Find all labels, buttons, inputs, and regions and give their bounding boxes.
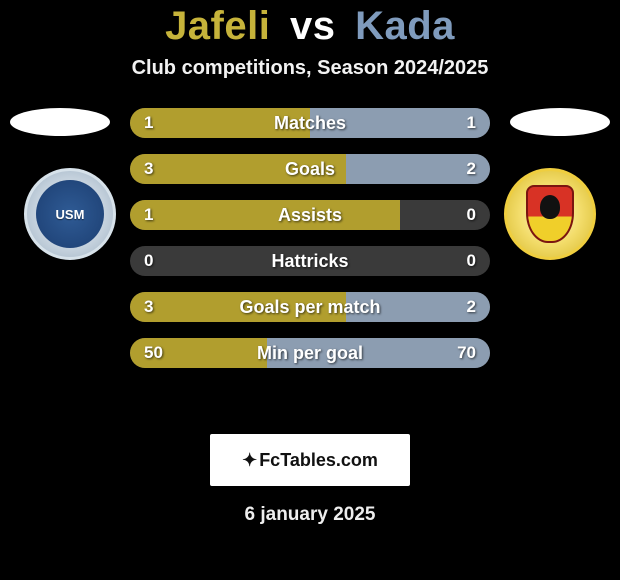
stat-row: 10Assists <box>130 200 490 230</box>
stat-value-right: 0 <box>467 200 476 230</box>
subtitle: Club competitions, Season 2024/2025 <box>0 57 620 80</box>
stat-bars: 11Matches32Goals10Assists00Hattricks32Go… <box>130 108 490 368</box>
title-vs: vs <box>290 4 336 49</box>
stat-bar-right <box>346 292 490 322</box>
flag-right <box>510 108 610 136</box>
stat-bar-left <box>130 338 267 368</box>
footer-date: 6 january 2025 <box>0 504 620 526</box>
title-player2: Kada <box>355 4 455 49</box>
stat-row: 0 0Hattricks <box>130 246 490 276</box>
stat-row: 11Matches <box>130 108 490 138</box>
flag-left <box>10 108 110 136</box>
stat-bar-right <box>267 338 490 368</box>
title-player1: Jafeli <box>165 4 270 49</box>
stat-label: Hattricks <box>130 246 490 276</box>
club-crest-left-label: USM <box>36 180 104 248</box>
stat-bar-left <box>130 200 400 230</box>
page-title: Jafeli vs Kada <box>0 0 620 49</box>
comparison-area: USM 11Matches32Goals10Assists00Hattricks… <box>0 108 620 408</box>
club-crest-left: USM <box>24 168 116 260</box>
stat-bar-left <box>130 108 310 138</box>
brand-badge: ✦ FcTables.com <box>210 434 410 486</box>
stat-value-right: 0 <box>467 246 476 276</box>
stat-bar-left <box>130 154 346 184</box>
club-crest-right-shield <box>526 185 574 243</box>
stat-row: 32Goals <box>130 154 490 184</box>
stat-row: 32Goals per match <box>130 292 490 322</box>
stat-bar-right <box>346 154 490 184</box>
stat-bar-left <box>130 292 346 322</box>
stat-value-left: 0 <box>144 246 153 276</box>
brand-logo-icon: ✦ <box>242 450 255 471</box>
club-crest-right <box>504 168 596 260</box>
stat-bar-right <box>310 108 490 138</box>
stat-row: 5070Min per goal <box>130 338 490 368</box>
brand-text: FcTables.com <box>259 450 378 471</box>
